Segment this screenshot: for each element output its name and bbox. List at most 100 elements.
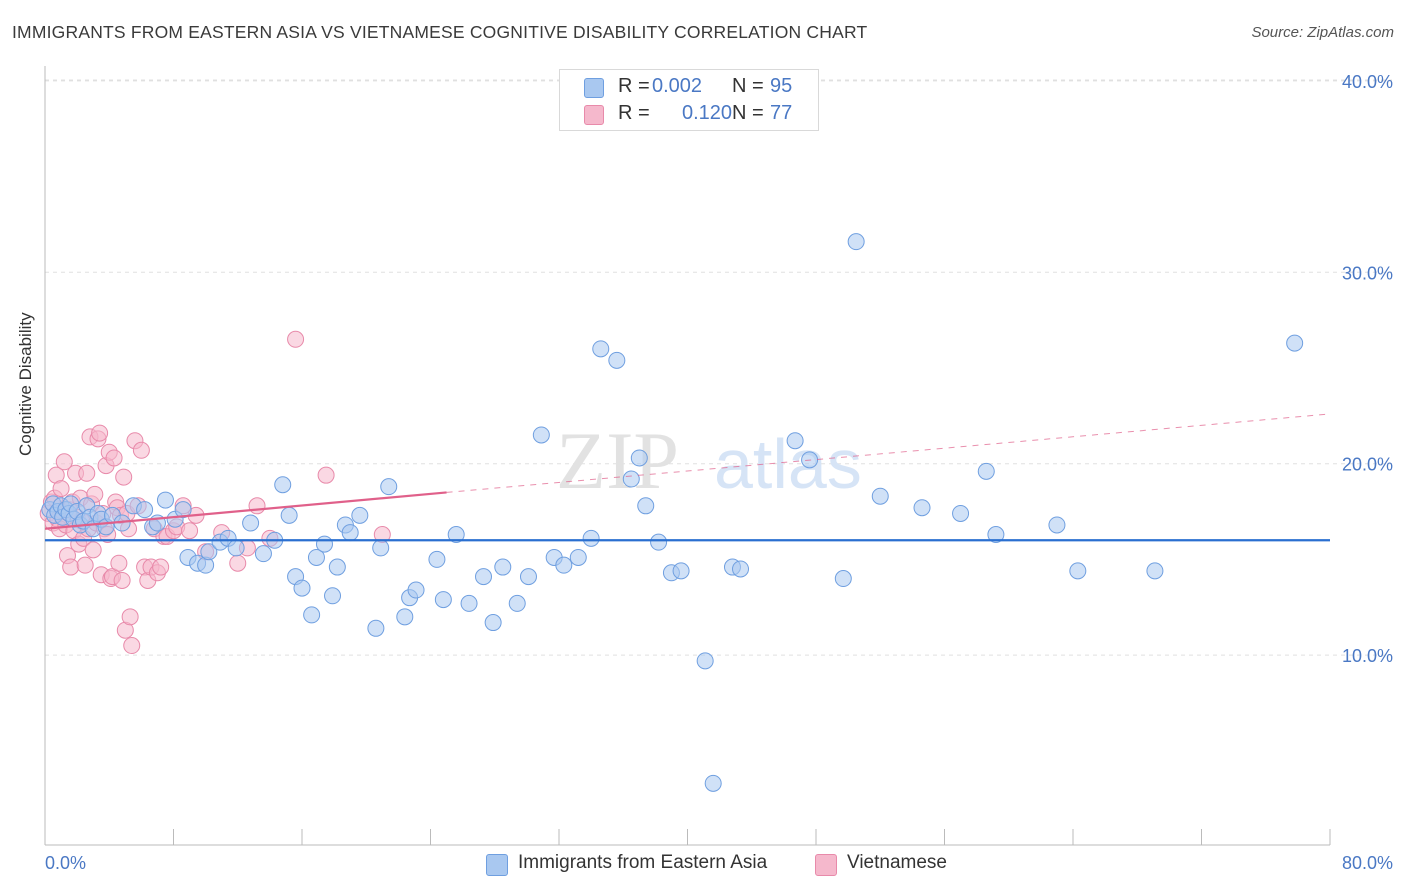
data-point-eastern-asia [630, 449, 648, 467]
axes [44, 66, 1331, 846]
data-point-vietnamese [287, 330, 305, 348]
data-point-eastern-asia [637, 497, 655, 515]
data-point-vietnamese [110, 554, 128, 572]
data-point-eastern-asia [592, 340, 610, 358]
data-point-eastern-asia [672, 562, 690, 580]
trend-lines [44, 413, 1331, 542]
data-point-eastern-asia [732, 560, 750, 578]
data-point-vietnamese [132, 441, 150, 459]
n-label: N = [732, 102, 764, 124]
data-point-eastern-asia [460, 594, 478, 612]
data-point-eastern-asia [977, 462, 995, 480]
data-point-eastern-asia [519, 568, 537, 586]
data-point-eastern-asia [1048, 516, 1066, 534]
source-label: Source: ZipAtlas.com [1251, 24, 1394, 41]
r-label: R = [618, 102, 650, 124]
n-label: N = [732, 75, 764, 97]
eastern-asia-swatch [486, 854, 508, 876]
data-point-eastern-asia [952, 504, 970, 522]
data-point-eastern-asia [786, 432, 804, 450]
data-point-eastern-asia [227, 539, 245, 557]
data-point-eastern-asia [484, 614, 502, 632]
x-tick-label-min: 0.0% [45, 853, 86, 873]
y-tick-label: 40.0% [1342, 72, 1393, 92]
r-value: 0.120 [682, 102, 733, 124]
data-point-eastern-asia [136, 501, 154, 519]
data-point-vietnamese [78, 464, 96, 482]
data-point-eastern-asia [242, 514, 260, 532]
data-point-eastern-asia [582, 529, 600, 547]
data-point-eastern-asia [555, 556, 573, 574]
data-point-eastern-asia [293, 579, 311, 597]
data-point-eastern-asia [303, 606, 321, 624]
data-point-vietnamese [84, 541, 102, 559]
legend-label: Vietnamese [847, 852, 947, 873]
data-point-eastern-asia [174, 501, 192, 519]
data-point-eastern-asia [608, 351, 626, 369]
data-point-vietnamese [317, 466, 335, 484]
data-point-eastern-asia [351, 506, 369, 524]
data-point-eastern-asia [434, 591, 452, 609]
data-point-eastern-asia [372, 539, 390, 557]
data-point-eastern-asia [380, 478, 398, 496]
y-tick-label: 10.0% [1342, 646, 1393, 666]
data-point-eastern-asia [834, 570, 852, 588]
data-point-eastern-asia [508, 594, 526, 612]
data-point-vietnamese [152, 558, 170, 576]
n-value: 77 [770, 102, 793, 124]
vietnamese-swatch [815, 854, 837, 876]
data-point-eastern-asia [704, 774, 722, 792]
chart-title: IMMIGRANTS FROM EASTERN ASIA VS VIETNAME… [12, 22, 868, 42]
data-point-eastern-asia [622, 470, 640, 488]
data-point-vietnamese [248, 497, 266, 515]
data-point-eastern-asia [328, 558, 346, 576]
data-point-vietnamese [55, 453, 73, 471]
data-point-eastern-asia [475, 568, 493, 586]
data-point-eastern-asia [254, 545, 272, 563]
data-point-vietnamese [123, 637, 141, 655]
data-point-eastern-asia [532, 426, 550, 444]
data-point-eastern-asia [569, 548, 587, 566]
data-point-eastern-asia [324, 587, 342, 605]
data-point-eastern-asia [913, 499, 931, 517]
data-point-eastern-asia [696, 652, 714, 670]
data-point-eastern-asia [274, 476, 292, 494]
r-label: R = [618, 75, 650, 97]
data-point-eastern-asia [341, 524, 359, 542]
trend-line-vietnamese [44, 491, 447, 530]
grid-lines [45, 79, 1392, 656]
data-point-eastern-asia [280, 506, 298, 524]
n-value: 95 [770, 75, 793, 97]
data-point-eastern-asia [1069, 562, 1087, 580]
x-tick-labels: 0.0% 80.0% [45, 853, 1393, 873]
data-point-eastern-asia [987, 526, 1005, 544]
data-point-vietnamese [62, 558, 80, 576]
series-vietnamese-points [39, 330, 391, 655]
y-tick-label: 20.0% [1342, 455, 1393, 475]
eastern-asia-swatch [584, 78, 604, 98]
series-eastern-asia-points [41, 233, 1304, 792]
data-point-eastern-asia [367, 619, 385, 637]
data-point-vietnamese [52, 480, 70, 498]
data-point-eastern-asia [315, 535, 333, 553]
data-point-eastern-asia [871, 487, 889, 505]
data-point-eastern-asia [494, 558, 512, 576]
x-tick-label-max: 80.0% [1342, 853, 1393, 873]
data-point-eastern-asia [200, 543, 218, 561]
stats-legend: R = 0.002 N = 95 R = 0.120 N = 77 [559, 69, 819, 131]
y-tick-label: 30.0% [1342, 263, 1393, 283]
data-point-eastern-asia [1146, 562, 1164, 580]
data-point-eastern-asia [1286, 334, 1304, 352]
data-point-vietnamese [113, 571, 131, 589]
data-point-vietnamese [76, 556, 94, 574]
data-point-eastern-asia [650, 533, 668, 551]
trend-line-vietnamese-extension [446, 413, 1331, 493]
data-point-eastern-asia [307, 548, 325, 566]
data-point-vietnamese [86, 485, 104, 503]
data-point-vietnamese [181, 522, 199, 540]
data-point-vietnamese [115, 468, 133, 486]
data-point-eastern-asia [396, 608, 414, 626]
y-tick-labels: 10.0% 20.0% 30.0% 40.0% [1342, 72, 1393, 666]
data-point-eastern-asia [847, 233, 865, 251]
